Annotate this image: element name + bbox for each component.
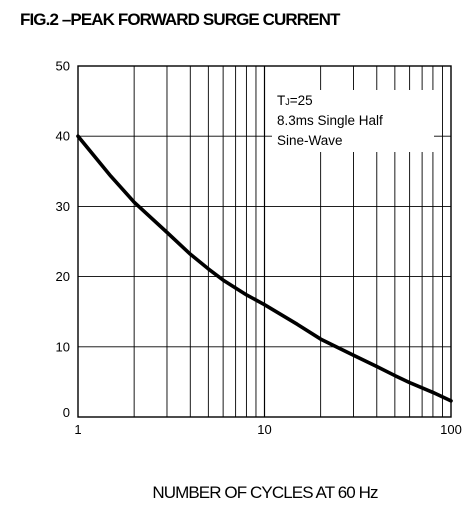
annotation-t: T [277,93,285,108]
chart-title: FIG.2 –PEAK FORWARD SURGE CURRENT [20,10,341,29]
annotation-subscript: J [285,97,290,107]
y-tick-label: 30 [56,199,70,214]
x-tick-label: 1 [74,422,81,437]
y-tick-label: 20 [56,269,70,284]
x-tick-label: 10 [257,422,271,437]
annotation-box: TJ=25 8.3ms Single Half Sine-Wave [272,90,434,152]
annotation-line-2: 8.3ms Single Half [277,113,383,128]
surge-curve [76,134,453,403]
y-tick-label: 10 [56,339,70,354]
x-axis-label: NUMBER OF CYCLES AT 60 Hz [152,483,378,502]
y-tick-label: 40 [56,129,70,144]
x-axis-ticks: 1 10 100 [74,422,461,437]
x-tick-label: 100 [440,422,462,437]
y-tick-label: 50 [56,59,70,74]
annotation-temperature: =25 [290,93,313,108]
annotation-line-3: Sine-Wave [277,133,343,148]
y-tick-label: 0 [63,405,70,420]
y-axis-ticks: 0 10 20 30 40 50 [56,59,70,421]
annotation-line-1: TJ=25 [277,93,313,108]
annotation-background [272,90,434,152]
plot-frame [77,65,452,418]
